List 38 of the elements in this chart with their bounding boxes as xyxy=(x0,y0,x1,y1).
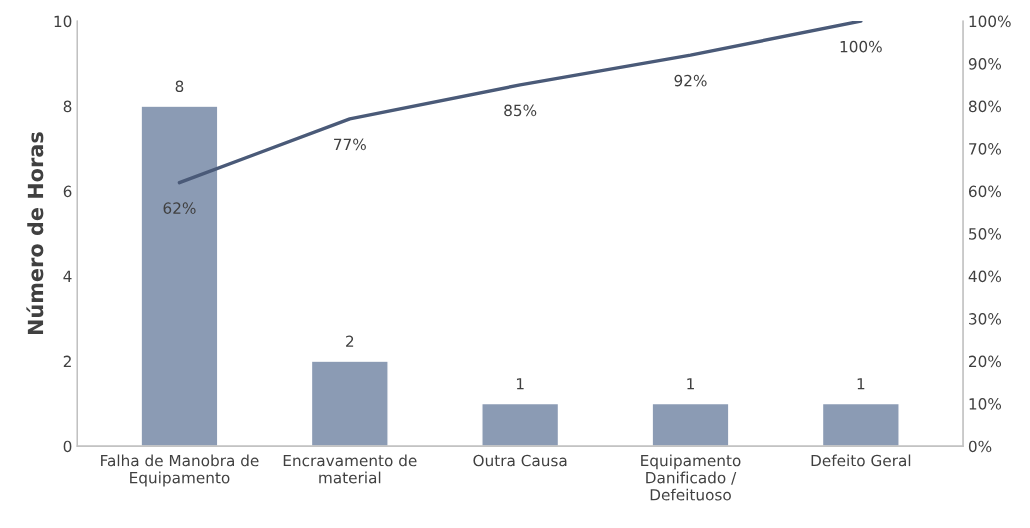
y2-tick-label: 30% xyxy=(969,313,1002,325)
data-label: 92% xyxy=(674,74,707,87)
y2-tick-label: 20% xyxy=(969,355,1002,368)
y2-tick-label: 80% xyxy=(968,100,1002,113)
data-label: 100% xyxy=(840,40,882,53)
y-tick-label: 8 xyxy=(63,100,72,113)
y2-tick-label: 10% xyxy=(969,398,1002,410)
x-tick-label: Outra Causa xyxy=(473,454,567,467)
x-tick-label: Encravamento de material xyxy=(283,454,417,484)
x-tick-label: Defeito Geral xyxy=(811,454,911,467)
y2-tick-label: 90% xyxy=(968,58,1002,70)
data-label: 1 xyxy=(516,378,524,390)
y2-tick-label: 100% xyxy=(969,15,1011,28)
y-tick-label: 6 xyxy=(63,185,72,198)
data-label: 77% xyxy=(334,138,366,151)
x-tick-label: Falha de Manobra de Equipamento xyxy=(101,454,259,487)
y2-tick-label: 0% xyxy=(968,440,992,453)
y-tick-label: 10 xyxy=(54,15,72,28)
bar xyxy=(310,360,389,447)
data-label: 62% xyxy=(163,202,196,214)
x-tick-label: Equipamento Danificado / Defeituoso xyxy=(641,454,741,501)
y2-tick-label: 70% xyxy=(969,143,1002,155)
y-axis-title: Número de Horas xyxy=(26,132,44,335)
data-label: 85% xyxy=(504,104,537,117)
data-label: 2 xyxy=(346,335,354,347)
y-tick-label: 0 xyxy=(63,440,72,453)
data-label: 1 xyxy=(687,378,694,390)
y2-tick-label: 50% xyxy=(969,228,1002,240)
data-label: 8 xyxy=(175,80,184,93)
bar xyxy=(821,402,900,447)
bar xyxy=(140,105,219,447)
y2-tick-label: 60% xyxy=(968,185,1002,198)
y-tick-label: 4 xyxy=(63,270,72,282)
data-label: 1 xyxy=(857,378,865,390)
y2-tick-label: 40% xyxy=(968,270,1002,283)
bar xyxy=(481,402,560,447)
y-tick-label: 2 xyxy=(63,355,71,367)
bar xyxy=(651,402,730,447)
